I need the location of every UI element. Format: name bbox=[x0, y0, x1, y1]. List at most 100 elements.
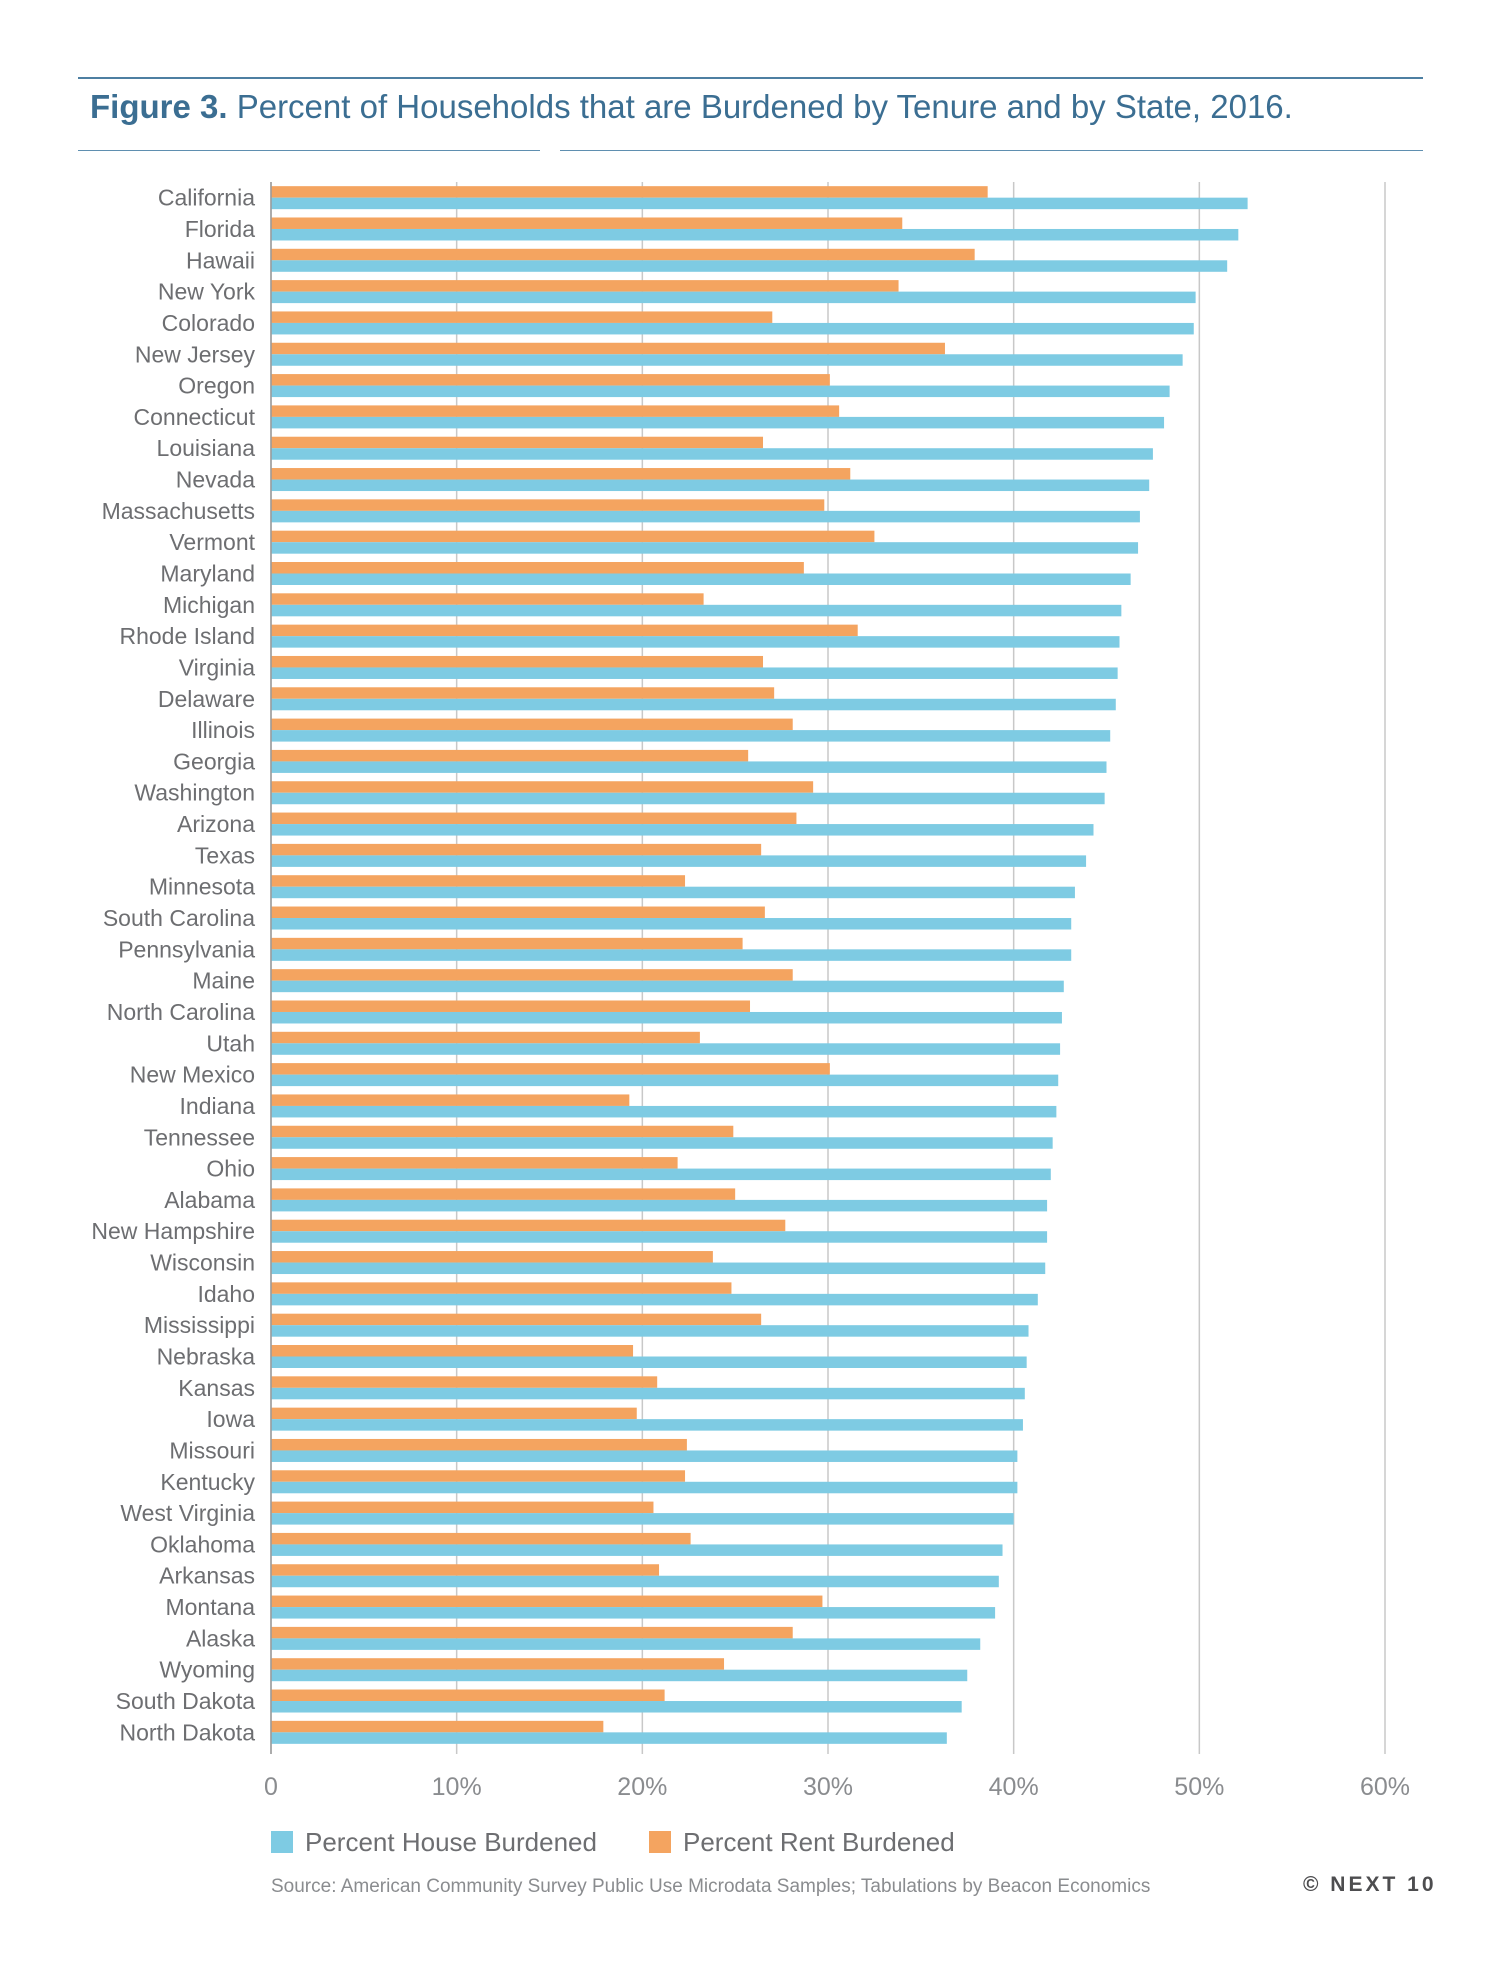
bar-rent-burdened bbox=[271, 1031, 700, 1044]
bar-rent-burdened bbox=[271, 374, 830, 386]
x-tick-label: 10% bbox=[432, 1773, 482, 1801]
bar-rent-burdened bbox=[271, 1282, 732, 1294]
bar-house-burdened bbox=[271, 1419, 1023, 1431]
category-label: New Jersey bbox=[135, 341, 256, 367]
bar-rent-burdened bbox=[271, 1564, 660, 1576]
category-label: New York bbox=[158, 279, 256, 305]
category-label: South Carolina bbox=[103, 905, 255, 931]
category-label: Rhode Island bbox=[119, 623, 255, 649]
category-label: Colorado bbox=[162, 310, 255, 336]
bar-house-burdened bbox=[271, 1638, 981, 1650]
category-label: Oklahoma bbox=[150, 1531, 255, 1557]
bar-rent-burdened bbox=[271, 1219, 786, 1232]
category-label: Maryland bbox=[160, 561, 255, 587]
bar-house-burdened bbox=[271, 1231, 1048, 1243]
category-label: Massachusetts bbox=[102, 498, 255, 524]
bar-rent-burdened bbox=[271, 562, 804, 574]
title-bottom-rule-left bbox=[78, 150, 540, 151]
bar-house-burdened bbox=[271, 291, 1196, 304]
category-label: Ohio bbox=[206, 1156, 255, 1182]
bar-house-burdened bbox=[271, 730, 1111, 742]
bar-rent-burdened bbox=[271, 248, 975, 261]
bar-rent-burdened bbox=[271, 937, 743, 950]
bar-house-burdened bbox=[271, 980, 1064, 993]
bar-rent-burdened bbox=[271, 875, 686, 887]
bar-rent-burdened bbox=[271, 1407, 637, 1420]
bar-house-burdened bbox=[271, 322, 1194, 335]
bar-rent-burdened bbox=[271, 405, 840, 417]
bar-house-burdened bbox=[271, 1544, 1003, 1556]
x-tick-label: 60% bbox=[1360, 1773, 1410, 1801]
bar-house-burdened bbox=[271, 448, 1153, 460]
bar-rent-burdened bbox=[271, 906, 765, 919]
bar-house-burdened bbox=[271, 1199, 1048, 1212]
category-label: Arizona bbox=[177, 811, 255, 837]
bar-house-burdened bbox=[271, 698, 1116, 711]
bar-house-burdened bbox=[271, 228, 1239, 241]
bar-house-burdened bbox=[271, 1669, 968, 1682]
bar-house-burdened bbox=[271, 479, 1150, 492]
bar-rent-burdened bbox=[271, 1188, 736, 1200]
title-top-rule bbox=[78, 77, 1423, 79]
bar-house-burdened bbox=[271, 886, 1075, 899]
figure-title-text: Percent of Households that are Burdened … bbox=[236, 88, 1293, 125]
category-label: Virginia bbox=[179, 654, 255, 680]
bar-rent-burdened bbox=[271, 593, 704, 605]
bar-rent-burdened bbox=[271, 1376, 658, 1388]
bar-rent-burdened bbox=[271, 781, 814, 793]
bar-rent-burdened bbox=[271, 843, 762, 856]
category-label: Missouri bbox=[169, 1437, 255, 1463]
bar-rent-burdened bbox=[271, 624, 858, 637]
legend-house-label: Percent House Burdened bbox=[305, 1826, 597, 1857]
bar-rent-burdened bbox=[271, 499, 825, 511]
category-label: Utah bbox=[206, 1030, 255, 1056]
bar-house-burdened bbox=[271, 1293, 1038, 1306]
bar-house-burdened bbox=[271, 1481, 1018, 1494]
category-label: Pennsylvania bbox=[118, 936, 255, 962]
bar-house-burdened bbox=[271, 918, 1072, 930]
category-label: Iowa bbox=[206, 1406, 255, 1432]
category-label: Vermont bbox=[169, 529, 255, 555]
bar-house-burdened bbox=[271, 604, 1122, 617]
brand-mark: © NEXT 10 bbox=[1303, 1873, 1437, 1896]
bar-house-burdened bbox=[271, 1607, 996, 1619]
legend-house: Percent House Burdened bbox=[271, 1827, 597, 1857]
bar-rent-burdened bbox=[271, 1501, 654, 1514]
bar-house-burdened bbox=[271, 1105, 1057, 1118]
bar-house-burdened bbox=[271, 1325, 1029, 1337]
category-label: Montana bbox=[165, 1594, 255, 1620]
bar-house-burdened bbox=[271, 354, 1183, 366]
category-label: Wyoming bbox=[159, 1657, 255, 1683]
bar-house-burdened bbox=[271, 260, 1228, 272]
bar-house-burdened bbox=[271, 1701, 962, 1713]
bar-house-burdened bbox=[271, 1513, 1014, 1525]
category-label: Florida bbox=[185, 216, 256, 242]
category-label: Alabama bbox=[164, 1187, 255, 1213]
category-label: Alaska bbox=[186, 1625, 255, 1651]
category-label: Idaho bbox=[197, 1281, 255, 1307]
bar-rent-burdened bbox=[271, 1063, 830, 1075]
bar-rent-burdened bbox=[271, 186, 988, 198]
bar-rent-burdened bbox=[271, 311, 773, 323]
bar-house-burdened bbox=[271, 1074, 1059, 1087]
bar-rent-burdened bbox=[271, 1438, 687, 1451]
bar-house-burdened bbox=[271, 792, 1105, 805]
bar-house-burdened bbox=[271, 949, 1072, 961]
category-label: California bbox=[158, 185, 255, 211]
bar-house-burdened bbox=[271, 1168, 1051, 1181]
legend-rent-label: Percent Rent Burdened bbox=[683, 1826, 955, 1857]
bar-rent-burdened bbox=[271, 342, 945, 355]
bar-rent-burdened bbox=[271, 655, 764, 668]
bar-house-burdened bbox=[271, 510, 1140, 523]
bar-rent-burdened bbox=[271, 749, 749, 762]
bar-house-burdened bbox=[271, 855, 1087, 867]
bar-house-burdened bbox=[271, 1732, 947, 1744]
category-label: Connecticut bbox=[134, 404, 256, 430]
bar-house-burdened bbox=[271, 761, 1107, 773]
x-tick-label: 40% bbox=[989, 1773, 1039, 1801]
bar-rent-burdened bbox=[271, 1626, 793, 1639]
bar-house-burdened bbox=[271, 1387, 1025, 1400]
bar-rent-burdened bbox=[271, 1000, 751, 1012]
bar-house-burdened bbox=[271, 1356, 1027, 1368]
category-label: Kentucky bbox=[160, 1469, 255, 1495]
